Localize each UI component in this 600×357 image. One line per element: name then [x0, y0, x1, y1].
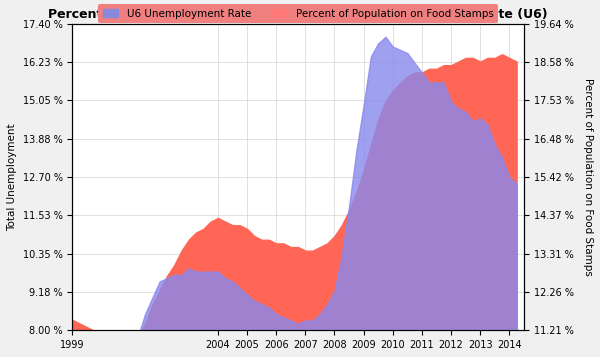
- Y-axis label: Percent of Population on Food Stamps: Percent of Population on Food Stamps: [583, 78, 593, 276]
- Title: Percent of Population on Food Stamps - Total Unemployment Rate (U6): Percent of Population on Food Stamps - T…: [48, 8, 548, 21]
- Legend: U6 Unemployment Rate, Percent of Population on Food Stamps: U6 Unemployment Rate, Percent of Populat…: [98, 4, 498, 23]
- Y-axis label: Total Unemployment: Total Unemployment: [7, 123, 17, 231]
